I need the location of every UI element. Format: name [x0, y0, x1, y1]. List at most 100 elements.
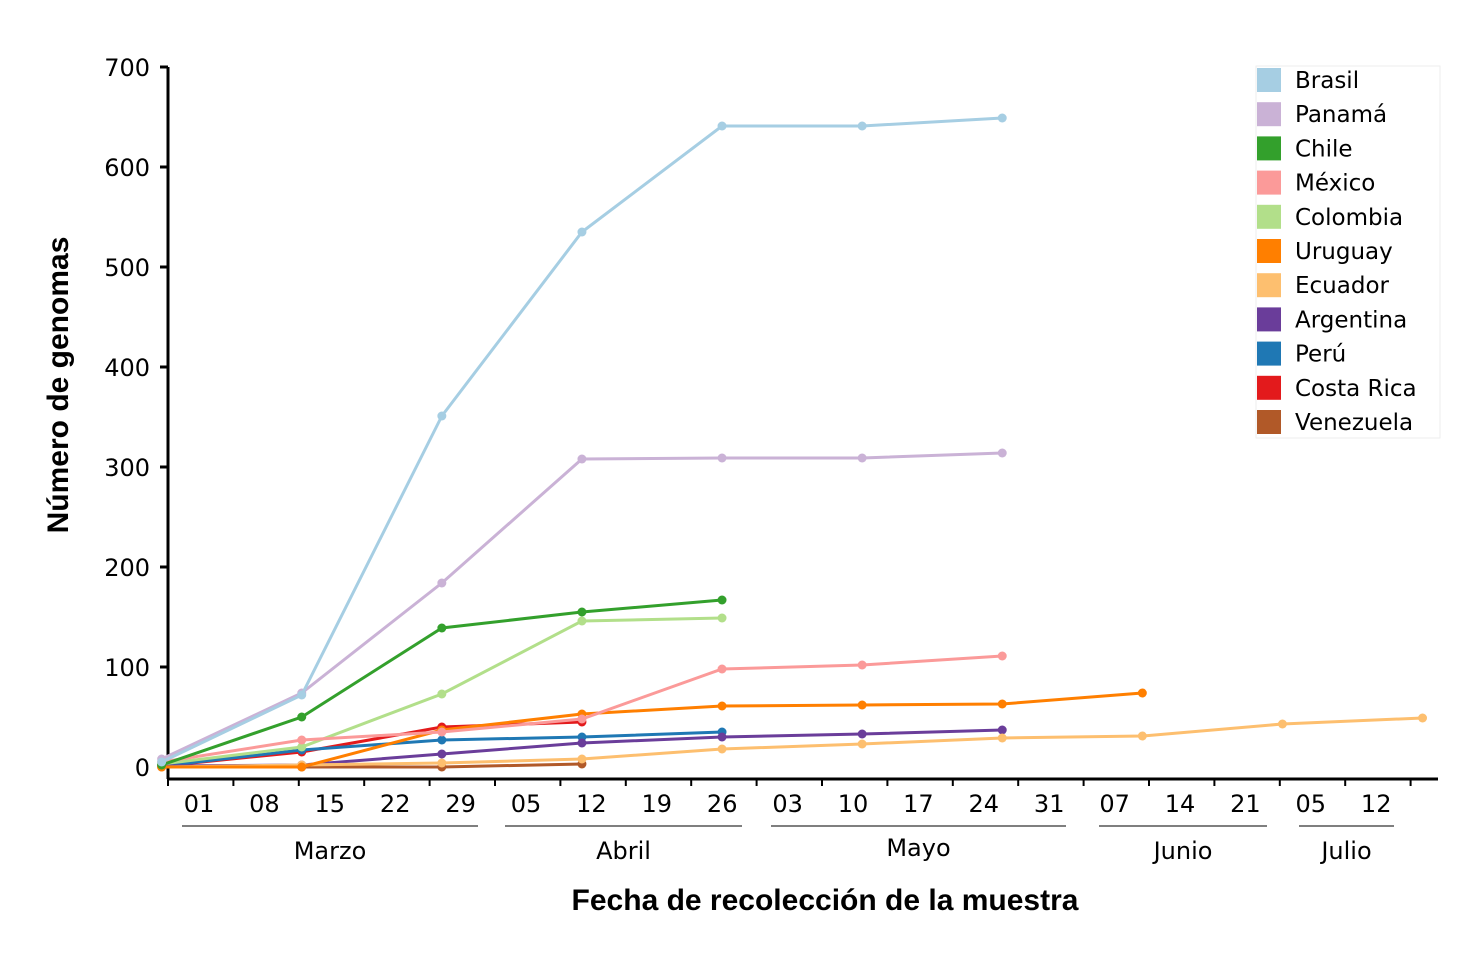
x-tick-label: 26	[707, 790, 738, 818]
x-tick-label: 05	[1296, 790, 1327, 818]
data-point	[857, 121, 867, 131]
data-point	[1137, 688, 1147, 698]
x-tick-label: 19	[642, 790, 673, 818]
legend-item: México	[1257, 170, 1375, 197]
data-point	[437, 623, 447, 633]
data-point	[997, 113, 1007, 123]
legend-item: Costa Rica	[1257, 375, 1417, 402]
legend-label: Costa Rica	[1295, 376, 1417, 402]
legend-label: Uruguay	[1295, 239, 1393, 265]
legend-label: Venezuela	[1295, 410, 1413, 436]
legend-label: Brasil	[1295, 68, 1359, 94]
x-tick-label: 05	[511, 790, 542, 818]
data-point	[577, 616, 587, 626]
x-tick-label: 22	[380, 790, 411, 818]
legend-item: Panamá	[1257, 102, 1387, 128]
data-point	[857, 739, 867, 749]
legend-swatch	[1257, 170, 1281, 195]
data-point	[437, 411, 447, 421]
data-point	[997, 699, 1007, 709]
legend-label: Perú	[1295, 342, 1346, 368]
data-point	[717, 613, 727, 623]
data-point	[1277, 719, 1287, 729]
legend-item: Venezuela	[1257, 410, 1413, 436]
legend-label: Argentina	[1295, 307, 1407, 333]
x-tick-label: 24	[969, 790, 1000, 818]
legend-swatch	[1257, 68, 1281, 92]
legend-box	[1255, 65, 1441, 439]
y-tick-label: 300	[104, 454, 150, 482]
series-line	[161, 691, 1143, 769]
month-label: Julio	[1319, 837, 1371, 865]
data-point	[1137, 731, 1147, 741]
data-point	[297, 690, 307, 700]
data-point	[997, 733, 1007, 743]
axes: 0 100 200 300 400 500 600 700 01 08 15 22 29 05 12 19 26…	[104, 54, 1438, 865]
legend-label: Panamá	[1295, 102, 1387, 128]
month-label: Junio	[1152, 837, 1213, 865]
data-point	[857, 453, 867, 463]
data-point	[717, 664, 727, 674]
data-point	[857, 700, 867, 710]
data-point	[857, 729, 867, 739]
month-label: Marzo	[294, 837, 367, 865]
data-point	[577, 754, 587, 764]
data-point	[297, 762, 307, 772]
x-tick-label: 10	[838, 790, 869, 818]
legend-swatch	[1257, 375, 1281, 400]
month-label: Abril	[596, 837, 651, 865]
legend-label: Ecuador	[1295, 273, 1390, 299]
series-Brasil	[157, 113, 1007, 767]
data-point	[437, 758, 447, 768]
legend-item: Perú	[1257, 341, 1346, 368]
data-point	[577, 714, 587, 724]
data-point	[577, 454, 587, 464]
legend: Brasil Panamá Chile México Colombia Uruguay Ec…	[1255, 65, 1441, 439]
data-point	[437, 749, 447, 759]
legend-swatch	[1257, 136, 1281, 161]
data-point	[157, 757, 167, 767]
legend-label: Chile	[1295, 136, 1353, 162]
x-tick-label: 15	[315, 790, 346, 818]
month-label: Mayo	[886, 834, 950, 862]
data-point	[577, 227, 587, 237]
x-tick-label: 17	[903, 790, 934, 818]
x-tick-label: 07	[1099, 790, 1130, 818]
data-point	[437, 735, 447, 745]
series-line	[161, 716, 1423, 769]
x-tick-label: 21	[1230, 790, 1261, 818]
legend-item: Chile	[1257, 136, 1353, 162]
y-tick-label: 400	[104, 354, 150, 382]
data-point	[297, 712, 307, 722]
data-point	[717, 744, 727, 754]
data-point	[717, 121, 727, 131]
data-point	[997, 448, 1007, 458]
legend-swatch	[1257, 307, 1281, 332]
data-point	[437, 578, 447, 588]
y-tick-label: 0	[135, 754, 150, 782]
legend-item: Colombia	[1257, 204, 1403, 231]
x-tick-label: 14	[1165, 790, 1196, 818]
data-point	[1418, 713, 1428, 723]
data-point	[997, 725, 1007, 735]
legend-swatch	[1257, 341, 1281, 366]
x-tick-label: 31	[1034, 790, 1065, 818]
data-point	[717, 595, 727, 605]
data-point	[297, 742, 307, 752]
x-tick-label: 01	[184, 790, 215, 818]
legend-swatch	[1257, 410, 1281, 434]
x-tick-label: 12	[576, 790, 607, 818]
x-axis-label: Fecha de recolección de la muestra	[572, 884, 1079, 917]
legend-swatch	[1257, 239, 1281, 263]
data-point	[857, 660, 867, 670]
data-point	[577, 607, 587, 617]
x-tick-label: 08	[249, 790, 280, 818]
y-tick-label: 100	[104, 654, 150, 682]
data-point	[717, 701, 727, 711]
legend-label: México	[1295, 171, 1375, 197]
legend-swatch	[1257, 102, 1281, 127]
y-tick-label: 700	[104, 54, 150, 82]
y-tick-label: 200	[104, 554, 150, 582]
y-tick-label: 500	[104, 254, 150, 282]
